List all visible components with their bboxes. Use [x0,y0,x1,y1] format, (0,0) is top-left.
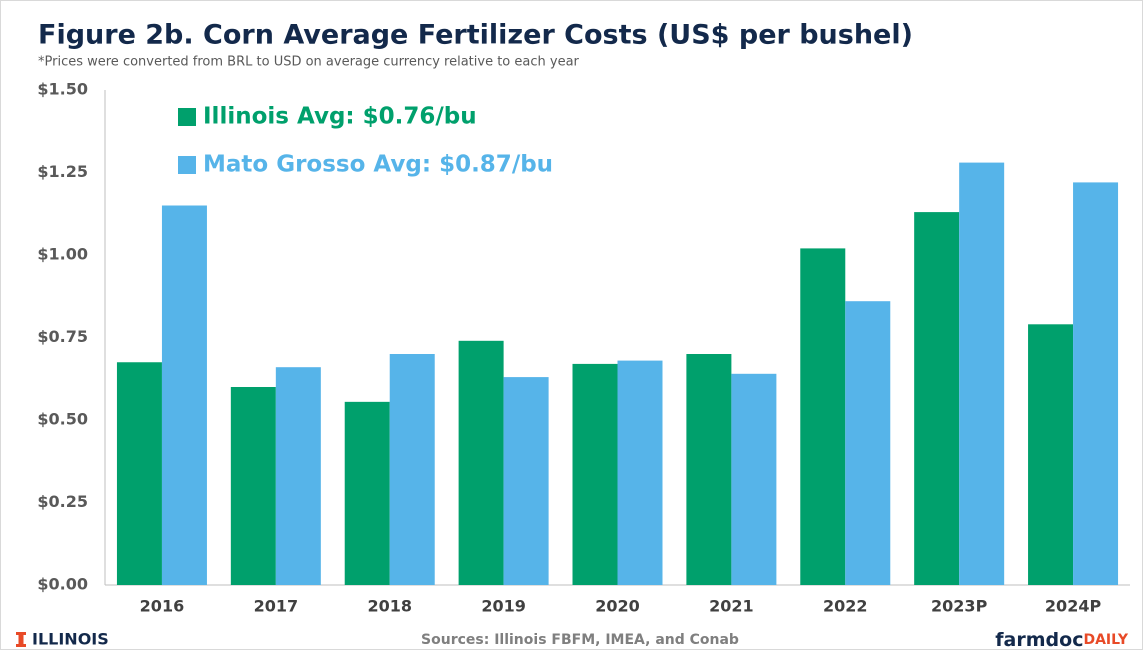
y-tick-label: $1.25 [37,162,88,181]
legend-swatch [178,108,196,126]
y-tick-label: $0.25 [37,492,88,511]
bar [116,362,162,585]
legend-label: Mato Grosso Avg: $0.87/bu [203,152,553,178]
logo-right-main: farmdoc [995,629,1083,650]
bar [161,205,207,585]
logo-icon [16,632,26,647]
bar [572,363,618,585]
x-tick-label: 2024P [1045,597,1102,616]
y-tick-label: $1.00 [37,245,88,264]
logo-right: farmdocDAILY [995,629,1129,650]
bar [1073,182,1119,585]
x-tick-label: 2016 [140,597,185,616]
bar [617,360,663,585]
x-tick-label: 2021 [709,597,754,616]
bar [389,354,435,585]
y-tick-label: $0.75 [37,327,88,346]
y-tick-label: $0.50 [37,410,88,429]
y-tick-label: $0.00 [37,575,88,594]
x-tick-label: 2019 [481,597,526,616]
bar [1028,324,1074,585]
legend-label: Illinois Avg: $0.76/bu [203,104,477,130]
bar [959,162,1005,585]
source: Sources: Illinois FBFM, IMEA, and Conab [421,632,739,648]
logo-right-suffix: DAILY [1083,632,1128,648]
bar [275,367,321,585]
bar [845,301,891,585]
x-tick-label: 2022 [823,597,868,616]
x-tick-label: 2023P [931,597,988,616]
bar [800,248,846,585]
chart-subtitle: *Prices were converted from BRL to USD o… [38,55,580,70]
bar [230,387,276,585]
x-tick-label: 2018 [367,597,412,616]
bar [731,373,777,585]
y-tick-label: $1.50 [37,80,88,99]
bar [686,354,732,585]
bar [344,401,390,585]
x-tick-label: 2020 [595,597,640,616]
x-tick-label: 2017 [254,597,299,616]
bar [503,377,549,585]
legend-swatch [178,156,196,174]
bar [458,340,504,585]
chart-title: Figure 2b. Corn Average Fertilizer Costs… [38,20,913,51]
logo-text: ILLINOIS [32,630,109,649]
bar [914,212,960,585]
logo-left: ILLINOIS [16,630,109,649]
